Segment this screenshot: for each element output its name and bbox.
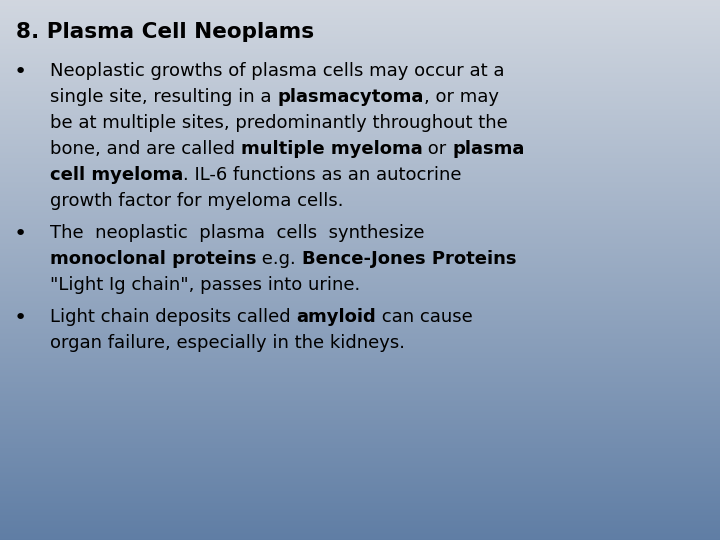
Text: 8. Plasma Cell Neoplams: 8. Plasma Cell Neoplams — [16, 22, 314, 42]
Text: Bence-Jones Proteins: Bence-Jones Proteins — [302, 250, 516, 268]
Text: •: • — [14, 308, 27, 328]
Text: "Light Ig chain", passes into urine.: "Light Ig chain", passes into urine. — [50, 276, 360, 294]
Text: multiple myeloma: multiple myeloma — [240, 140, 423, 158]
Text: e.g.: e.g. — [256, 250, 302, 268]
Text: monoclonal proteins: monoclonal proteins — [50, 250, 256, 268]
Text: . IL-6 functions as an autocrine: . IL-6 functions as an autocrine — [184, 166, 462, 184]
Text: cell myeloma: cell myeloma — [50, 166, 184, 184]
Text: Light chain deposits called: Light chain deposits called — [50, 308, 297, 326]
Text: plasmacytoma: plasmacytoma — [277, 88, 423, 106]
Text: The  neoplastic  plasma  cells  synthesize: The neoplastic plasma cells synthesize — [50, 224, 425, 242]
Text: , or may: , or may — [423, 88, 499, 106]
Text: •: • — [14, 62, 27, 82]
Text: bone, and are called: bone, and are called — [50, 140, 240, 158]
Text: amyloid: amyloid — [297, 308, 376, 326]
Text: or: or — [423, 140, 452, 158]
Text: be at multiple sites, predominantly throughout the: be at multiple sites, predominantly thro… — [50, 114, 508, 132]
Text: growth factor for myeloma cells.: growth factor for myeloma cells. — [50, 192, 343, 210]
Text: •: • — [14, 224, 27, 244]
Text: Neoplastic growths of plasma cells may occur at a: Neoplastic growths of plasma cells may o… — [50, 62, 505, 80]
Text: plasma: plasma — [452, 140, 525, 158]
Text: organ failure, especially in the kidneys.: organ failure, especially in the kidneys… — [50, 334, 405, 352]
Text: single site, resulting in a: single site, resulting in a — [50, 88, 277, 106]
Text: can cause: can cause — [376, 308, 473, 326]
